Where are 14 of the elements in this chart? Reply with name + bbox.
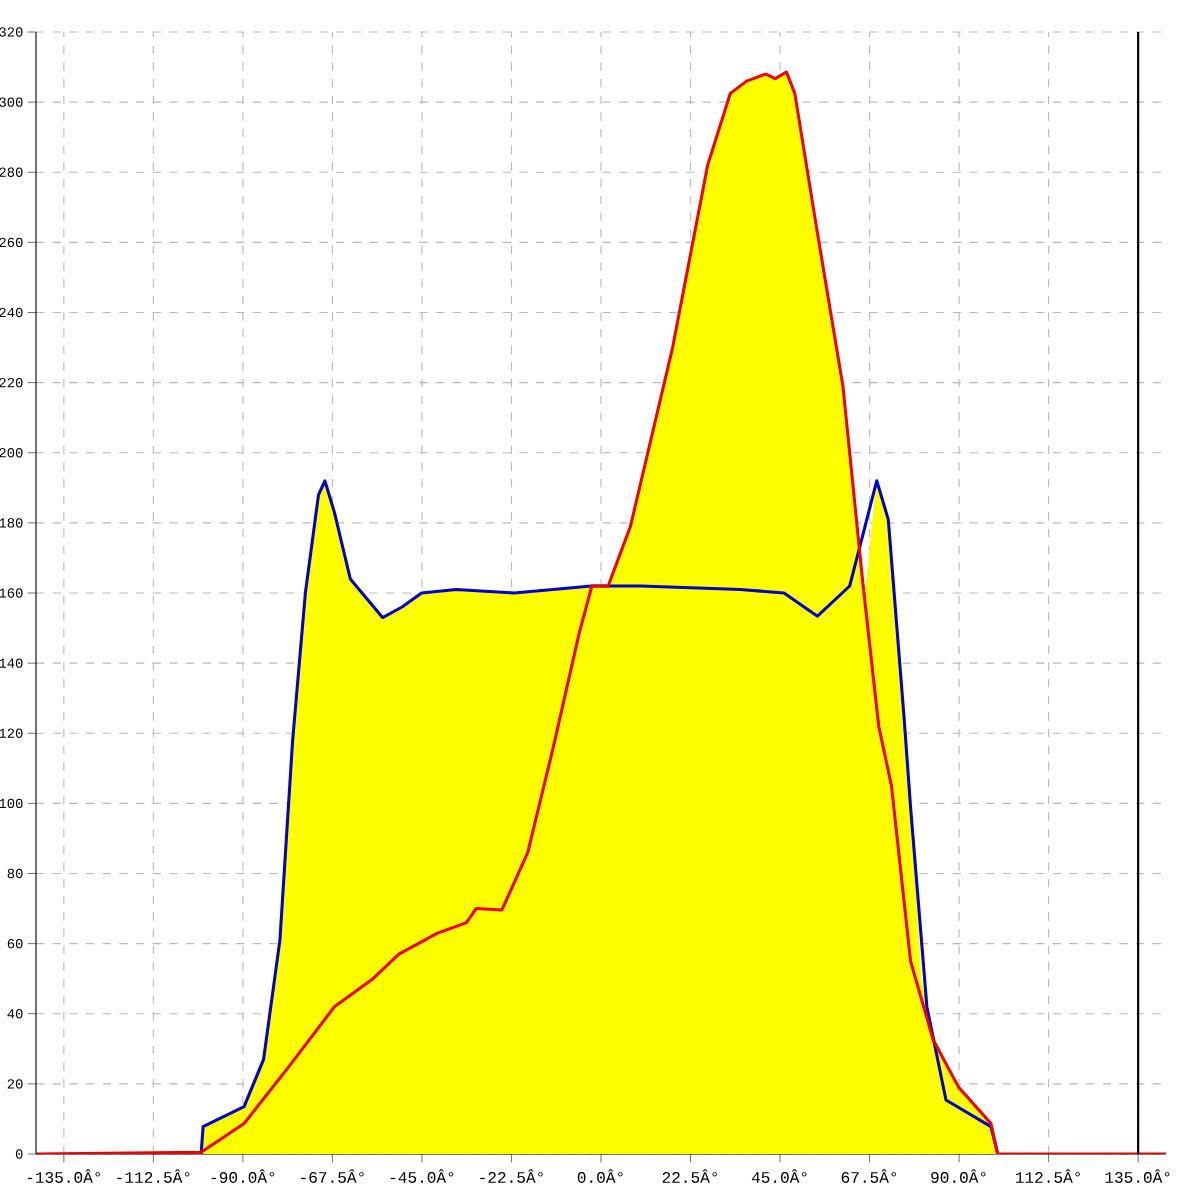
x-tick-label: -45.0Â° [390, 1169, 454, 1183]
x-tick-label: -67.5Â° [301, 1169, 364, 1183]
x-tick-label: 22.5Â° [662, 1169, 717, 1183]
x-tick-label: 112.5Â° [1015, 1169, 1080, 1183]
x-tick-label: 67.5Â° [841, 1169, 896, 1183]
x-tick-label: -112.5Â° [117, 1169, 190, 1183]
x-tick-label: 90.0Â° [931, 1169, 986, 1183]
x-tick-label: -135.0Â° [27, 1169, 100, 1183]
x-tick-label: -90.0Â° [211, 1169, 275, 1183]
x-tick-label: -22.5Â° [480, 1169, 543, 1183]
line-series [199, 479, 1000, 1154]
x-tick-label: 0.0Â° [577, 1169, 623, 1183]
x-tick-label: 135.0Â° [1105, 1169, 1170, 1183]
x-tick-label: 45.0Â° [751, 1169, 807, 1183]
